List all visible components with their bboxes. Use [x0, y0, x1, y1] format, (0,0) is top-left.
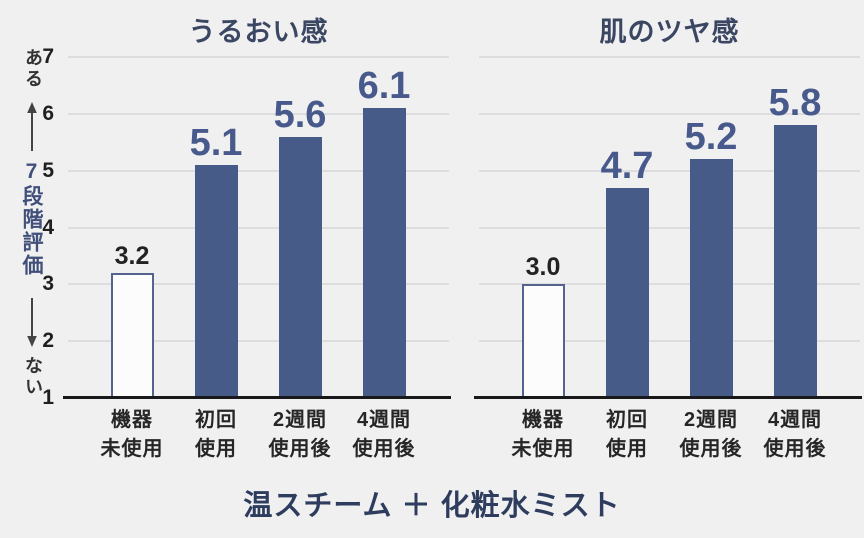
category-label: 4週間 使用後 [763, 409, 827, 460]
x-axis-baseline [474, 396, 862, 399]
category-label: 初回 使用 [195, 409, 237, 460]
gridline [68, 283, 449, 285]
y-axis-tick-label: 2 [42, 329, 54, 352]
y-axis-tick-label: 5 [42, 159, 54, 182]
bar-usage [362, 108, 406, 398]
gridline [68, 56, 449, 58]
bar-usage [689, 159, 733, 398]
gridline [68, 170, 449, 172]
bar-value-label: 6.1 [357, 65, 411, 107]
bar-value-label: 4.7 [600, 145, 654, 187]
category-label: 2週間 使用後 [679, 409, 743, 460]
bar-usage [773, 125, 817, 398]
gridline [479, 340, 860, 342]
y-axis-scale-label: 7段階評価 [20, 160, 43, 277]
y-axis-tick-label: 7 [42, 45, 54, 68]
gridline [479, 56, 860, 58]
arrow-up-icon [27, 102, 37, 151]
bar-value-label: 3.0 [525, 253, 561, 281]
x-axis-baseline [63, 396, 451, 399]
bar-usage [278, 137, 322, 398]
chart-title: うるおい感 [188, 17, 329, 47]
chart-title: 肌のツヤ感 [599, 17, 740, 47]
gridline [68, 227, 449, 229]
bar-value-label: 5.1 [189, 122, 243, 164]
gridline [479, 227, 860, 229]
category-label: 初回 使用 [606, 409, 648, 460]
bar-usage [605, 188, 649, 398]
y-axis-bottom-label: ない [23, 356, 43, 398]
y-axis-top-label: ある [23, 48, 43, 90]
gridline [68, 340, 449, 342]
y-axis-tick-label: 4 [42, 216, 54, 239]
gridline [479, 170, 860, 172]
category-label: 2週間 使用後 [268, 409, 332, 460]
gridline [479, 113, 860, 115]
category-label: 機器 未使用 [100, 409, 164, 460]
gridline [68, 113, 449, 115]
bar-value-label: 5.8 [768, 82, 822, 124]
bar-baseline-unused [110, 273, 154, 398]
bar-usage [194, 165, 238, 398]
bar-baseline-unused [521, 284, 565, 398]
gridline [479, 283, 860, 285]
bar-value-label: 5.6 [273, 94, 327, 136]
category-label: 機器 未使用 [511, 409, 575, 460]
bar-value-label: 3.2 [114, 242, 150, 270]
y-axis-tick-label: 6 [42, 102, 54, 125]
y-axis-tick-label: 3 [42, 272, 54, 295]
y-axis-tick-label: 1 [42, 386, 54, 409]
footer-title: 温スチーム ＋ 化粧水ミスト [243, 490, 621, 522]
arrow-down-icon [27, 298, 37, 347]
category-label: 4週間 使用後 [352, 409, 416, 460]
bar-value-label: 5.2 [684, 116, 738, 158]
